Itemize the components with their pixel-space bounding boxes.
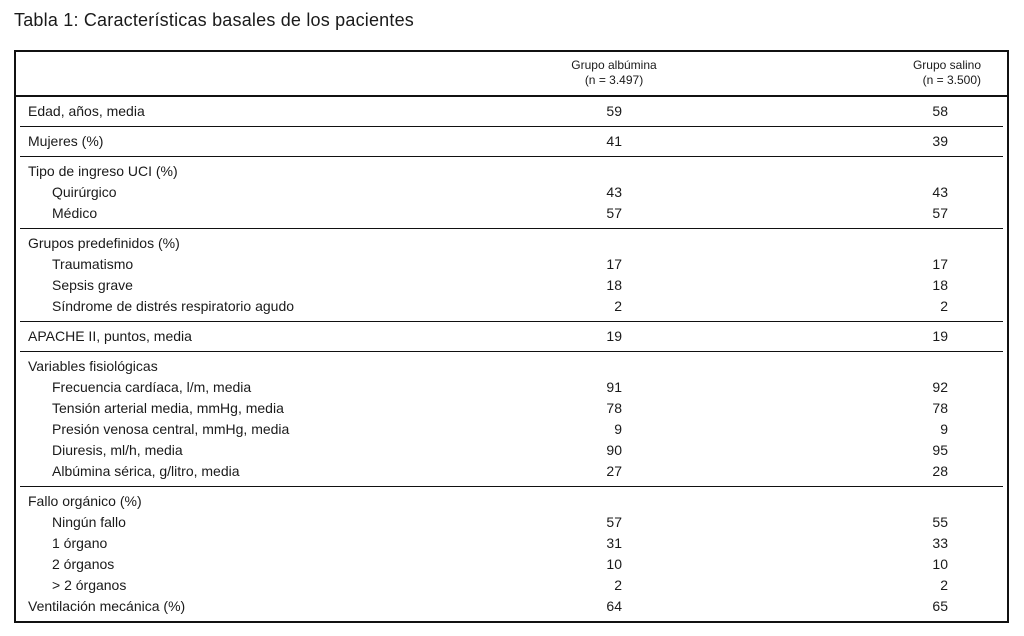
row-label: Tipo de ingreso UCI (%) — [28, 163, 178, 179]
column-header-albumina-name: Grupo albúmina — [571, 58, 657, 72]
albumina-value: 2 — [614, 298, 622, 314]
table-row: Fallo orgánico (%) — [20, 491, 1003, 512]
albumina-value: 19 — [606, 328, 622, 344]
baseline-characteristics-table: Grupo albúmina (n = 3.497) Grupo salino … — [14, 50, 1009, 623]
albumina-value: 59 — [606, 103, 622, 119]
albumina-value: 17 — [606, 256, 622, 272]
albumina-value: 78 — [606, 400, 622, 416]
albumina-value: 57 — [606, 514, 622, 530]
row-label: Tensión arterial media, mmHg, media — [52, 400, 284, 416]
albumina-value: 91 — [606, 379, 622, 395]
salino-value: 2 — [940, 298, 948, 314]
row-label: 2 órganos — [52, 556, 115, 572]
table-row: Ningún fallo 57 55 — [20, 512, 1003, 533]
salino-value: 39 — [932, 133, 948, 149]
table-section: Mujeres (%) 41 39 — [20, 127, 1003, 157]
albumina-value: 27 — [606, 463, 622, 479]
salino-value: 10 — [932, 556, 948, 572]
salino-value: 28 — [932, 463, 948, 479]
row-label: Síndrome de distrés respiratorio agudo — [52, 298, 295, 314]
row-label: Edad, años, media — [28, 103, 145, 119]
table-section: Edad, años, media 59 58 — [20, 97, 1003, 127]
row-label: 1 órgano — [52, 535, 108, 551]
table-section: Grupos predefinidos (%) Traumatismo 17 1… — [20, 229, 1003, 322]
salino-value: 17 — [932, 256, 948, 272]
table-title: Tabla 1: Características basales de los … — [14, 10, 415, 30]
table-row: Edad, años, media 59 58 — [20, 101, 1003, 122]
table-row: Tensión arterial media, mmHg, media 78 7… — [20, 398, 1003, 419]
row-label: Grupos predefinidos (%) — [28, 235, 180, 251]
column-header-albumina: Grupo albúmina (n = 3.497) — [464, 58, 764, 88]
table-section: Fallo orgánico (%) Ningún fallo 57 55 1 … — [20, 487, 1003, 621]
salino-value: 57 — [932, 205, 948, 221]
salino-value: 95 — [932, 442, 948, 458]
table-row: Síndrome de distrés respiratorio agudo 2… — [20, 296, 1003, 317]
salino-value: 78 — [932, 400, 948, 416]
row-label: Quirúrgico — [52, 184, 117, 200]
salino-value: 92 — [932, 379, 948, 395]
row-label: Ventilación mecánica (%) — [28, 598, 186, 614]
row-label: Variables fisiológicas — [28, 358, 158, 374]
table-row: 1 órgano 31 33 — [20, 533, 1003, 554]
row-label: > 2 órganos — [52, 577, 127, 593]
albumina-value: 18 — [606, 277, 622, 293]
albumina-value: 41 — [606, 133, 622, 149]
salino-value: 43 — [932, 184, 948, 200]
table-row: Variables fisiológicas — [20, 356, 1003, 377]
row-label: Ningún fallo — [52, 514, 126, 530]
albumina-value: 57 — [606, 205, 622, 221]
table-row: Sepsis grave 18 18 — [20, 275, 1003, 296]
table-row: Albúmina sérica, g/litro, media 27 28 — [20, 461, 1003, 482]
row-label: Sepsis grave — [52, 277, 133, 293]
table-row: Frecuencia cardíaca, l/m, media 91 92 — [20, 377, 1003, 398]
row-label: Médico — [52, 205, 98, 221]
column-header-salino: Grupo salino (n = 3.500) — [764, 58, 1007, 88]
column-header-albumina-n: (n = 3.497) — [584, 73, 644, 87]
table-section: Tipo de ingreso UCI (%) Quirúrgico 43 43… — [20, 157, 1003, 229]
row-label: Mujeres (%) — [28, 133, 104, 149]
table-row: Mujeres (%) 41 39 — [20, 131, 1003, 152]
column-header-salino-name: Grupo salino — [912, 58, 981, 72]
table-header-row: Grupo albúmina (n = 3.497) Grupo salino … — [16, 52, 1007, 97]
table-row: Presión venosa central, mmHg, media 9 9 — [20, 419, 1003, 440]
row-label: Traumatismo — [52, 256, 134, 272]
salino-value: 9 — [940, 421, 948, 437]
row-label: Albúmina sérica, g/litro, media — [52, 463, 240, 479]
albumina-value: 2 — [614, 577, 622, 593]
table-row: APACHE II, puntos, media 19 19 — [20, 326, 1003, 347]
table-row: Quirúrgico 43 43 — [20, 182, 1003, 203]
albumina-value: 90 — [606, 442, 622, 458]
table-row: Traumatismo 17 17 — [20, 254, 1003, 275]
table-row: Diuresis, ml/h, media 90 95 — [20, 440, 1003, 461]
albumina-value: 10 — [606, 556, 622, 572]
salino-value: 55 — [932, 514, 948, 530]
albumina-value: 64 — [606, 598, 622, 614]
salino-value: 58 — [932, 103, 948, 119]
table-section: APACHE II, puntos, media 19 19 — [20, 322, 1003, 352]
table-row: > 2 órganos 2 2 — [20, 575, 1003, 596]
table-row: Ventilación mecánica (%) 64 65 — [20, 596, 1003, 617]
table-section: Variables fisiológicas Frecuencia cardía… — [20, 352, 1003, 487]
row-label: APACHE II, puntos, media — [28, 328, 192, 344]
table-row: Tipo de ingreso UCI (%) — [20, 161, 1003, 182]
row-label: Frecuencia cardíaca, l/m, media — [52, 379, 252, 395]
row-label: Presión venosa central, mmHg, media — [52, 421, 290, 437]
column-header-salino-n: (n = 3.500) — [922, 73, 981, 87]
albumina-value: 31 — [606, 535, 622, 551]
row-label: Fallo orgánico (%) — [28, 493, 142, 509]
salino-value: 19 — [932, 328, 948, 344]
salino-value: 65 — [932, 598, 948, 614]
salino-value: 18 — [932, 277, 948, 293]
salino-value: 33 — [932, 535, 948, 551]
table-row: Médico 57 57 — [20, 203, 1003, 224]
albumina-value: 43 — [606, 184, 622, 200]
salino-value: 2 — [940, 577, 948, 593]
row-label: Diuresis, ml/h, media — [52, 442, 183, 458]
table-row: Grupos predefinidos (%) — [20, 233, 1003, 254]
table-row: 2 órganos 10 10 — [20, 554, 1003, 575]
albumina-value: 9 — [614, 421, 622, 437]
